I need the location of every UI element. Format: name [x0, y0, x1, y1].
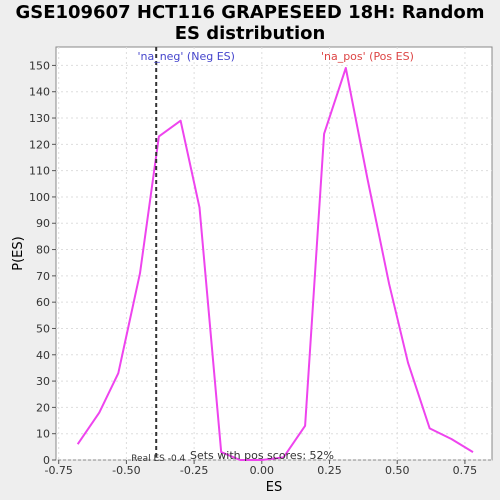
pos-scores-label: Sets with pos scores: 52% — [190, 449, 334, 462]
axes: 0 10 20 30 40 50 60 70 80 90 100 110 120 130 140 150 -0.… — [11, 59, 477, 495]
grid — [56, 47, 492, 461]
neg-es-label: 'na_neg' (Neg ES) — [137, 50, 234, 63]
x-tick-label: 0.00 — [250, 464, 275, 477]
x-tick-label: -0.75 — [44, 464, 72, 477]
y-tick-label: 110 — [29, 165, 50, 178]
x-tick-label: 0.50 — [385, 464, 410, 477]
y-tick-label: 120 — [29, 138, 50, 151]
real-es-label: Real ES -0.4 — [131, 454, 185, 464]
y-tick-label: 60 — [36, 296, 50, 309]
y-tick-label: 30 — [36, 375, 50, 388]
x-tick-label: 0.75 — [453, 464, 478, 477]
y-axis-label: P(ES) — [11, 236, 26, 270]
series-lines — [76, 47, 474, 461]
annotations: 'na_neg' (Neg ES) 'na_pos' (Pos ES) Real E… — [131, 50, 414, 464]
y-tick-label: 50 — [36, 322, 50, 335]
chart-title: GSE109607 HCT116 GRAPESEED 18H: Random E… — [15, 2, 485, 44]
y-tick-label: 130 — [29, 112, 50, 125]
y-tick-label: 140 — [29, 86, 50, 99]
y-tick-label: 0 — [43, 454, 50, 467]
y-tick-label: 150 — [29, 59, 50, 72]
y-tick-label: 90 — [36, 217, 50, 230]
y-tick-label: 40 — [36, 349, 50, 362]
series-line — [76, 67, 474, 461]
pos-es-label: 'na_pos' (Pos ES) — [321, 50, 414, 63]
plot-background — [55, 46, 493, 461]
y-tick-label: 80 — [36, 244, 50, 257]
x-tick-label: -0.25 — [180, 464, 208, 477]
y-tick-label: 70 — [36, 270, 50, 283]
x-axis-label: ES — [266, 480, 282, 495]
x-tick-label: 0.25 — [317, 464, 342, 477]
y-tick-label: 10 — [36, 428, 50, 441]
x-tick-label: -0.50 — [112, 464, 140, 477]
y-tick-label: 20 — [36, 401, 50, 414]
y-tick-label: 100 — [29, 191, 50, 204]
